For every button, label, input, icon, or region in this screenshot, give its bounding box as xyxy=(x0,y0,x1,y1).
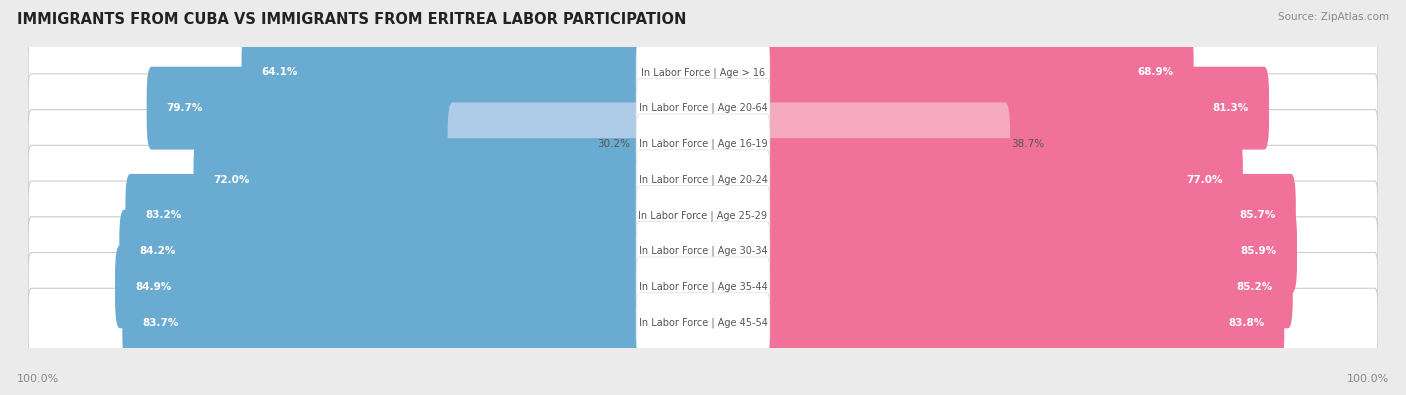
Text: In Labor Force | Age 25-29: In Labor Force | Age 25-29 xyxy=(638,210,768,221)
FancyBboxPatch shape xyxy=(765,281,1284,364)
FancyBboxPatch shape xyxy=(28,288,1378,357)
FancyBboxPatch shape xyxy=(765,67,1270,150)
Text: 84.9%: 84.9% xyxy=(135,282,172,292)
Text: In Labor Force | Age 35-44: In Labor Force | Age 35-44 xyxy=(638,282,768,292)
Text: In Labor Force | Age 20-64: In Labor Force | Age 20-64 xyxy=(638,103,768,113)
Text: 81.3%: 81.3% xyxy=(1213,103,1249,113)
FancyBboxPatch shape xyxy=(636,114,770,174)
Text: In Labor Force | Age 16-19: In Labor Force | Age 16-19 xyxy=(638,139,768,149)
Text: 83.8%: 83.8% xyxy=(1227,318,1264,327)
FancyBboxPatch shape xyxy=(194,138,641,221)
FancyBboxPatch shape xyxy=(765,31,1194,114)
FancyBboxPatch shape xyxy=(765,138,1243,221)
FancyBboxPatch shape xyxy=(765,245,1292,328)
Text: 85.9%: 85.9% xyxy=(1241,246,1277,256)
Text: 100.0%: 100.0% xyxy=(1347,374,1389,384)
Text: 84.2%: 84.2% xyxy=(139,246,176,256)
FancyBboxPatch shape xyxy=(636,221,770,281)
FancyBboxPatch shape xyxy=(28,217,1378,286)
FancyBboxPatch shape xyxy=(115,245,641,328)
FancyBboxPatch shape xyxy=(122,281,641,364)
Text: 85.7%: 85.7% xyxy=(1239,211,1275,220)
Text: 79.7%: 79.7% xyxy=(167,103,202,113)
Text: 30.2%: 30.2% xyxy=(598,139,630,149)
Text: 85.2%: 85.2% xyxy=(1236,282,1272,292)
Text: In Labor Force | Age > 16: In Labor Force | Age > 16 xyxy=(641,67,765,78)
Text: Source: ZipAtlas.com: Source: ZipAtlas.com xyxy=(1278,12,1389,22)
Text: 83.7%: 83.7% xyxy=(142,318,179,327)
FancyBboxPatch shape xyxy=(636,293,770,352)
Text: 64.1%: 64.1% xyxy=(262,68,298,77)
FancyBboxPatch shape xyxy=(28,145,1378,214)
FancyBboxPatch shape xyxy=(636,78,770,138)
Text: In Labor Force | Age 30-34: In Labor Force | Age 30-34 xyxy=(638,246,768,256)
Text: 100.0%: 100.0% xyxy=(17,374,59,384)
FancyBboxPatch shape xyxy=(28,109,1378,178)
FancyBboxPatch shape xyxy=(765,102,1010,185)
FancyBboxPatch shape xyxy=(28,74,1378,143)
Text: In Labor Force | Age 45-54: In Labor Force | Age 45-54 xyxy=(638,317,768,328)
FancyBboxPatch shape xyxy=(636,43,770,102)
Text: 77.0%: 77.0% xyxy=(1187,175,1223,184)
Text: 83.2%: 83.2% xyxy=(145,211,181,220)
FancyBboxPatch shape xyxy=(242,31,641,114)
FancyBboxPatch shape xyxy=(146,67,641,150)
FancyBboxPatch shape xyxy=(636,257,770,317)
Text: 38.7%: 38.7% xyxy=(1011,139,1045,149)
FancyBboxPatch shape xyxy=(447,102,641,185)
Text: In Labor Force | Age 20-24: In Labor Force | Age 20-24 xyxy=(638,174,768,185)
FancyBboxPatch shape xyxy=(28,38,1378,107)
FancyBboxPatch shape xyxy=(636,150,770,209)
FancyBboxPatch shape xyxy=(28,181,1378,250)
Text: 72.0%: 72.0% xyxy=(214,175,250,184)
FancyBboxPatch shape xyxy=(636,186,770,245)
FancyBboxPatch shape xyxy=(765,210,1296,293)
FancyBboxPatch shape xyxy=(125,174,641,257)
FancyBboxPatch shape xyxy=(28,252,1378,321)
Text: IMMIGRANTS FROM CUBA VS IMMIGRANTS FROM ERITREA LABOR PARTICIPATION: IMMIGRANTS FROM CUBA VS IMMIGRANTS FROM … xyxy=(17,12,686,27)
FancyBboxPatch shape xyxy=(120,210,641,293)
Text: 68.9%: 68.9% xyxy=(1137,68,1174,77)
FancyBboxPatch shape xyxy=(765,174,1296,257)
